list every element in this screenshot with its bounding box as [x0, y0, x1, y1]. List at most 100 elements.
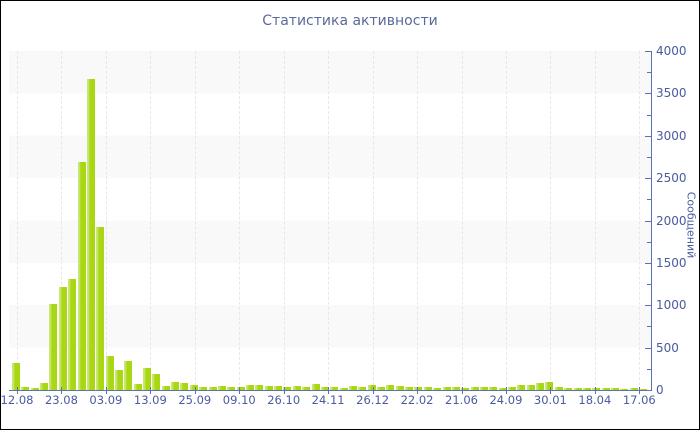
y-tick-label: 3000: [656, 128, 687, 143]
bar: [180, 382, 189, 390]
bar: [143, 367, 152, 390]
x-tick-label: 21.06: [445, 393, 478, 407]
x-tick: [461, 387, 463, 394]
vertical-gridline: [461, 51, 463, 390]
x-tick: [372, 387, 374, 394]
x-tick: [505, 387, 507, 394]
bar: [405, 387, 414, 390]
x-tick-label: 24.11: [311, 393, 345, 407]
bar: [12, 362, 20, 390]
x-tick: [328, 387, 330, 394]
x-tick-label: 12.08: [0, 393, 34, 407]
bar: [592, 388, 601, 390]
y-axis-line: [651, 51, 652, 391]
bar: [526, 384, 535, 390]
x-tick-label: 17.06: [622, 393, 656, 407]
bar: [208, 386, 217, 390]
x-tick-label: 24.09: [489, 393, 523, 407]
x-tick: [17, 387, 18, 394]
bar: [573, 388, 582, 390]
x-tick: [639, 387, 641, 394]
bar: [601, 387, 610, 390]
bar: [620, 388, 629, 390]
vertical-gridline: [417, 51, 419, 390]
vertical-gridline: [194, 51, 196, 390]
y-tick-major: [645, 390, 651, 391]
vertical-gridline: [105, 51, 107, 390]
x-axis-line: [9, 390, 652, 391]
vertical-gridline: [283, 51, 285, 390]
y-tick-major: [645, 262, 651, 264]
x-tick: [283, 387, 285, 394]
y-axis-title: Сообщений: [684, 191, 698, 259]
x-tick: [150, 387, 152, 394]
x-tick-label: 18.04: [578, 393, 612, 407]
bar: [470, 386, 479, 390]
bar: [433, 387, 442, 390]
y-tick-major: [645, 305, 651, 307]
bar: [377, 387, 386, 390]
x-tick-label: 26.12: [356, 393, 390, 407]
bar: [114, 369, 123, 390]
bar: [395, 386, 404, 390]
vertical-gridline: [61, 51, 63, 390]
bar: [311, 384, 320, 390]
bar: [40, 382, 49, 390]
bar: [264, 385, 273, 390]
bar: [367, 385, 376, 390]
bar: [554, 387, 563, 390]
y-tick-minor: [647, 368, 651, 370]
bar: [639, 389, 648, 390]
x-tick: [594, 387, 596, 394]
y-tick-label: 4000: [656, 44, 687, 58]
bar: [30, 388, 39, 390]
bar: [498, 387, 507, 390]
bar: [629, 388, 638, 390]
x-tick: [194, 387, 196, 394]
vertical-gridline: [372, 51, 374, 390]
y-tick-label: 2000: [656, 213, 687, 228]
plot-area: [9, 51, 651, 390]
bar: [442, 387, 451, 390]
bar: [68, 278, 77, 390]
y-tick-major: [645, 220, 651, 222]
bar: [21, 386, 30, 390]
x-tick-label: 09.10: [222, 393, 256, 407]
bar: [124, 361, 133, 390]
vertical-gridline: [550, 51, 552, 390]
bar: [49, 304, 58, 390]
vertical-gridline: [594, 51, 596, 390]
bar: [189, 384, 198, 390]
bar: [320, 386, 329, 390]
x-tick-label: 25.09: [178, 393, 212, 407]
bar: [461, 387, 470, 390]
bar: [489, 387, 498, 390]
bar: [358, 387, 367, 390]
bar: [536, 382, 545, 390]
y-tick-minor: [647, 284, 651, 286]
y-tick-major: [645, 135, 651, 137]
bar: [292, 386, 301, 390]
bar: [414, 386, 423, 390]
y-tick-label: 0: [656, 383, 664, 397]
y-tick-label: 500: [656, 340, 679, 355]
x-tick-label: 13.09: [133, 393, 167, 407]
vertical-gridline: [17, 51, 18, 390]
bar: [302, 387, 311, 390]
bar: [582, 387, 591, 390]
vertical-gridline: [505, 51, 507, 390]
y-tick-major: [645, 178, 651, 180]
bar: [508, 387, 517, 390]
bar: [330, 387, 339, 390]
x-tick-label: 30.01: [533, 393, 567, 407]
x-tick: [61, 387, 63, 394]
bar: [348, 386, 357, 390]
x-tick-label: 26.10: [267, 393, 301, 407]
bar: [545, 381, 554, 390]
vertical-gridline: [239, 51, 241, 390]
y-tick-label: 1000: [656, 298, 687, 313]
bar: [339, 387, 348, 390]
bar: [105, 356, 114, 390]
bar: [517, 385, 526, 390]
bar: [274, 386, 283, 390]
